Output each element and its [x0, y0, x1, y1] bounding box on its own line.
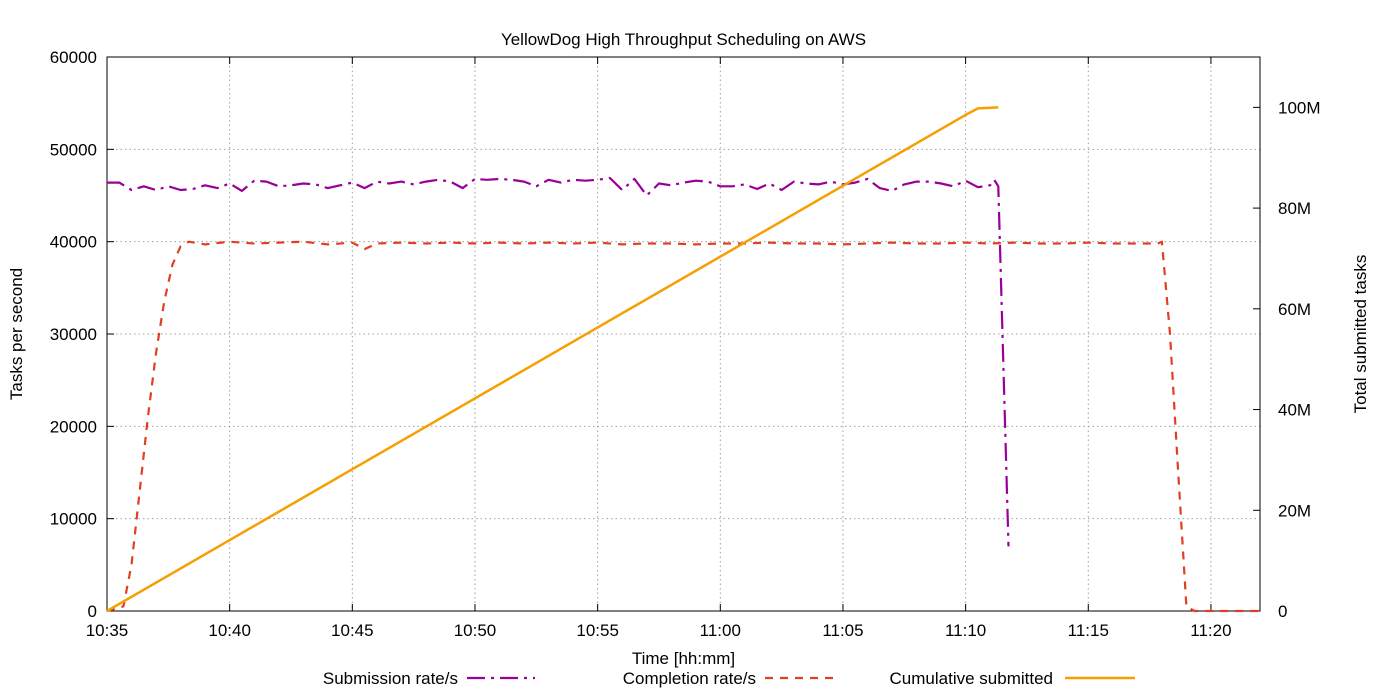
legend-label: Submission rate/s	[323, 669, 458, 688]
y2-tick-label: 0	[1278, 602, 1287, 621]
axes: 10:35 10:40 10:45 10:50 10:55 11:00 11:05 11:10…	[50, 48, 1321, 640]
series-line-submission-rate-s	[107, 176, 1010, 547]
x-tick-label: 10:45	[331, 621, 374, 640]
x-tick-label: 11:15	[1068, 621, 1109, 640]
y-tick-label: 40000	[50, 233, 97, 252]
y2-axis-label: Total submitted tasks	[1351, 255, 1370, 414]
grid-lines	[107, 57, 1260, 611]
legend-label: Completion rate/s	[623, 669, 756, 688]
x-tick-label: 11:05	[822, 621, 863, 640]
x-tick-label: 10:40	[208, 621, 251, 640]
y-tick-label: 50000	[50, 140, 97, 159]
y-tick-label: 60000	[50, 48, 97, 67]
y-tick-label: 20000	[50, 417, 97, 436]
x-tick-label: 11:10	[945, 621, 986, 640]
x-axis-label: Time [hh:mm]	[632, 649, 735, 668]
y-tick-label: 30000	[50, 325, 97, 344]
y-axis-label: Tasks per second	[7, 268, 26, 400]
legend-label: Cumulative submitted	[890, 669, 1053, 688]
y-tick-label: 0	[88, 602, 97, 621]
series-layer	[106, 106, 1260, 613]
x-tick-label: 11:00	[700, 621, 741, 640]
y2-tick-label: 60M	[1278, 300, 1311, 319]
y2-tick-label: 40M	[1278, 401, 1311, 420]
legend: Submission rate/s Completion rate/s Cumula…	[323, 669, 1135, 688]
y2-tick-label: 80M	[1278, 199, 1311, 218]
y2-tick-label: 100M	[1278, 98, 1321, 117]
chart-title: YellowDog High Throughput Scheduling on …	[501, 30, 866, 49]
y2-tick-label: 20M	[1278, 501, 1311, 520]
x-tick-label: 11:20	[1190, 621, 1231, 640]
x-tick-label: 10:55	[576, 621, 619, 640]
x-tick-label: 10:50	[454, 621, 497, 640]
series-line-cumulative-submitted	[106, 106, 999, 613]
y-tick-label: 10000	[50, 510, 97, 529]
x-tick-label: 10:35	[86, 621, 129, 640]
